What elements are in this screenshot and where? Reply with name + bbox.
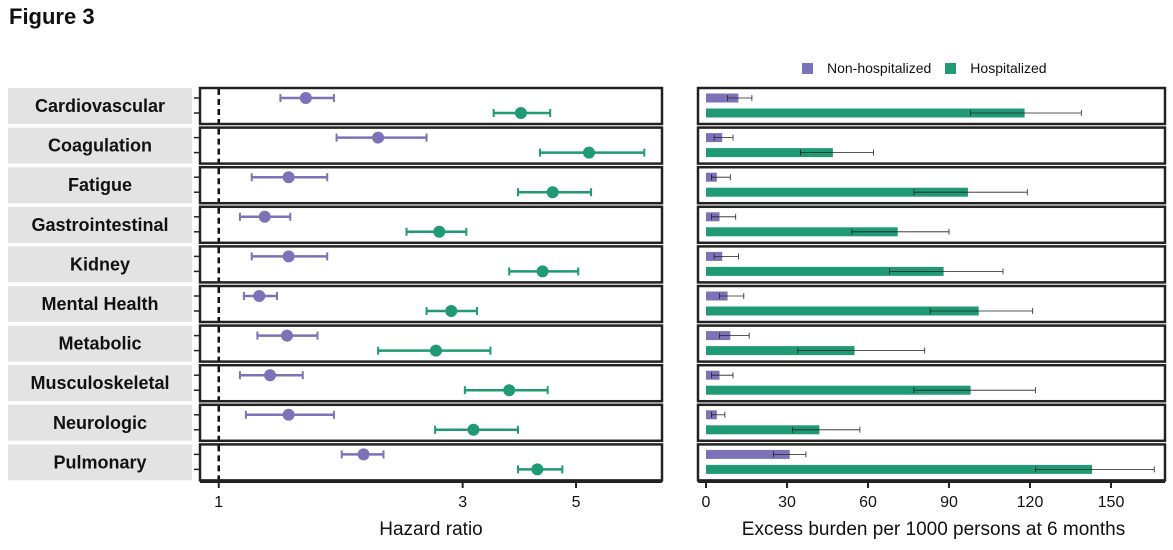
legend-swatch-hospitalized (945, 62, 957, 74)
row-label-pulmonary: Pulmonary (53, 452, 146, 472)
row-label-gastrointestinal: Gastrointestinal (31, 215, 168, 235)
row-label-cardiovascular: Cardiovascular (35, 96, 165, 116)
bar-panel-gastrointestinal (696, 205, 1167, 245)
hr-point-kidney-non-hospitalized (282, 250, 295, 263)
hr-point-musculoskeletal-non-hospitalized (264, 369, 277, 382)
forest-x-tick-label-5: 5 (572, 494, 581, 511)
bar-panel-musculoskeletal (696, 363, 1167, 403)
forest-panel-pulmonary (198, 443, 664, 482)
row-strip-metabolic (8, 325, 192, 362)
row-strip-fatigue (8, 167, 192, 204)
row-strip-mental-health (8, 286, 192, 322)
bar-kidney-hospitalized (706, 266, 944, 276)
bar-x-tick-label-90: 90 (940, 494, 958, 511)
row-label-coagulation: Coagulation (48, 136, 152, 156)
hr-point-musculoskeletal-hospitalized (503, 384, 516, 397)
row-label-neurologic: Neurologic (53, 413, 147, 433)
bar-cardiovascular-non-hospitalized (706, 93, 739, 103)
hr-point-pulmonary-non-hospitalized (357, 448, 370, 461)
bar-mental-health-hospitalized (706, 306, 979, 316)
bar-x-tick-label-60: 60 (859, 494, 877, 511)
forest-panel-kidney (198, 245, 664, 284)
hr-point-kidney-hospitalized (536, 265, 549, 278)
hr-point-metabolic-hospitalized (429, 344, 442, 357)
row-label-kidney: Kidney (70, 254, 130, 274)
hr-point-cardiovascular-hospitalized (514, 107, 527, 119)
row-label-musculoskeletal: Musculoskeletal (30, 373, 169, 393)
legend-item-non-hospitalized: Non-hospitalized (802, 60, 931, 76)
hr-point-coagulation-non-hospitalized (372, 131, 385, 144)
bar-pulmonary-non-hospitalized (706, 449, 790, 459)
forest-x-tick-label-3: 3 (458, 494, 467, 511)
hr-point-metabolic-non-hospitalized (281, 329, 294, 342)
bar-panel-mental-health (696, 284, 1167, 324)
bar-fatigue-hospitalized (706, 187, 968, 197)
row-strip-neurologic (8, 404, 192, 441)
bar-x-tick-label-120: 120 (1017, 494, 1044, 511)
row-label-mental-health: Mental Health (41, 294, 158, 314)
forest-panel-metabolic (198, 324, 664, 363)
bar-gastrointestinal-hospitalized (706, 227, 898, 237)
legend-swatch-non-hospitalized (802, 62, 813, 74)
forest-x-axis-title: Hazard ratio (379, 519, 483, 540)
forest-panel-neurologic (198, 403, 664, 443)
bar-neurologic-hospitalized (706, 425, 820, 435)
legend: Non-hospitalized Hospitalized (802, 60, 1061, 76)
bar-mental-health-non-hospitalized (706, 291, 728, 301)
forest-panel-fatigue (198, 165, 664, 205)
hr-point-pulmonary-hospitalized (531, 463, 544, 476)
bar-panel-neurologic (696, 403, 1167, 443)
forest-panel-mental-health (198, 284, 664, 324)
hr-point-neurologic-hospitalized (467, 423, 480, 436)
forest-panel-coagulation (198, 126, 664, 165)
hr-point-mental-health-non-hospitalized (253, 290, 266, 302)
hr-point-cardiovascular-non-hospitalized (299, 92, 312, 104)
row-label-fatigue: Fatigue (68, 175, 132, 195)
bar-musculoskeletal-hospitalized (706, 385, 971, 395)
bar-panel-cardiovascular (696, 86, 1167, 126)
bar-panel-fatigue (696, 165, 1167, 205)
hr-point-mental-health-hospitalized (445, 305, 458, 317)
row-strip-gastrointestinal (8, 206, 192, 243)
row-strip-coagulation (8, 127, 192, 164)
forest-panel-gastrointestinal (198, 205, 664, 245)
forest-panel-musculoskeletal (198, 363, 664, 403)
bar-x-tick-label-0: 0 (702, 494, 711, 511)
bar-panel-coagulation (696, 126, 1167, 165)
hr-point-gastrointestinal-hospitalized (433, 225, 446, 238)
hr-point-gastrointestinal-non-hospitalized (258, 210, 271, 223)
legend-label-non-hospitalized: Non-hospitalized (827, 60, 932, 76)
bar-x-axis-title: Excess burden per 1000 persons at 6 mont… (742, 519, 1125, 540)
hr-point-neurologic-non-hospitalized (282, 408, 295, 421)
bar-panel-metabolic (696, 324, 1167, 363)
bar-metabolic-hospitalized (706, 346, 855, 356)
bar-metabolic-non-hospitalized (706, 331, 731, 341)
bar-panel-kidney (696, 245, 1167, 284)
legend-label-hospitalized: Hospitalized (970, 60, 1047, 76)
bar-x-tick-label-150: 150 (1098, 494, 1125, 511)
hr-point-fatigue-hospitalized (546, 186, 559, 199)
row-strip-pulmonary (8, 444, 192, 481)
row-label-metabolic: Metabolic (58, 334, 141, 354)
bar-panel-pulmonary (696, 443, 1167, 482)
hr-point-coagulation-hospitalized (582, 146, 595, 159)
row-strip-kidney (8, 246, 192, 283)
row-strip-musculoskeletal (8, 365, 192, 402)
figure-title: Figure 3 (9, 4, 95, 29)
bar-x-tick-label-30: 30 (778, 494, 796, 511)
bar-pulmonary-hospitalized (706, 464, 1093, 474)
forest-panel-cardiovascular (198, 86, 664, 126)
hr-point-fatigue-non-hospitalized (282, 171, 295, 184)
legend-item-hospitalized: Hospitalized (945, 60, 1047, 76)
bar-coagulation-hospitalized (706, 148, 833, 158)
bar-cardiovascular-hospitalized (706, 108, 1025, 118)
row-strip-cardiovascular (8, 88, 192, 124)
forest-x-tick-label-1: 1 (214, 494, 223, 511)
